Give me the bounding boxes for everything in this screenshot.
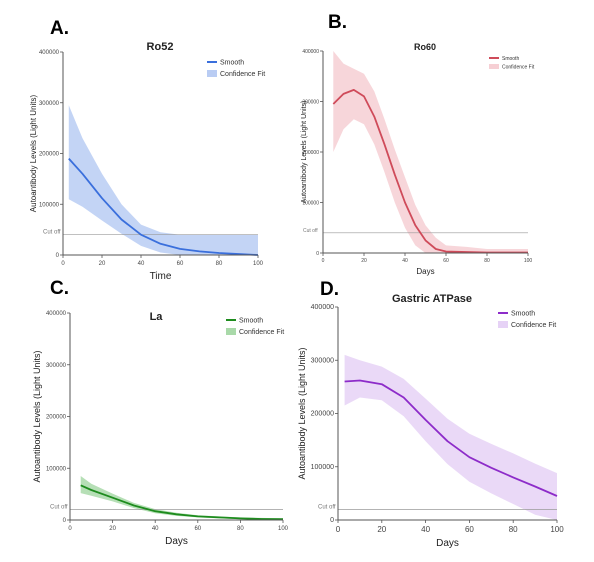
- y-tick-label: 200000: [302, 150, 319, 156]
- x-tick-label: 0: [336, 525, 341, 534]
- series-line: [344, 379, 558, 497]
- legend-label-smooth: Smooth: [239, 317, 263, 324]
- y-tick-label: 400000: [302, 49, 319, 55]
- panel-label: C.: [50, 278, 69, 299]
- x-tick-label: 20: [377, 525, 386, 534]
- y-tick-label: 200000: [39, 152, 60, 158]
- y-axis-label: Autoantibody Levels (Light Units): [29, 94, 38, 212]
- panel-4: Cut off 0 100000 200000 300000 400000 0 20 40 60 8…: [297, 279, 564, 549]
- confidence-band: [333, 51, 528, 253]
- x-tick-label: 20: [109, 526, 116, 532]
- series-line: [332, 89, 528, 254]
- legend-band-swatch: [498, 321, 508, 328]
- cutoff-label: Cut off: [43, 230, 61, 236]
- x-tick-label: 40: [421, 525, 430, 534]
- x-axis-label: Days: [436, 538, 459, 549]
- y-tick-label: 300000: [302, 100, 319, 106]
- panel-label: B.: [328, 12, 347, 33]
- legend-label-smooth: Smooth: [502, 56, 519, 62]
- cutoff-label: Cut off: [303, 228, 318, 234]
- x-axis-label: Days: [416, 267, 434, 276]
- x-tick-label: 80: [509, 525, 518, 534]
- y-tick-label: 0: [330, 517, 334, 524]
- y-tick-label: 0: [63, 518, 67, 524]
- y-tick-label: 0: [56, 253, 60, 259]
- x-tick-label: 100: [550, 525, 564, 534]
- x-axis-label: Days: [165, 536, 188, 547]
- chart-title: Gastric ATPase: [392, 293, 472, 305]
- cutoff-label: Cut off: [318, 504, 336, 510]
- y-axis-label: Autoantibody Levels (Light Units): [301, 101, 308, 204]
- y-tick-label: 300000: [311, 357, 334, 364]
- legend-label-confidence: Confidence Fit: [502, 64, 535, 70]
- x-tick-label: 60: [465, 525, 474, 534]
- legend-label-confidence: Confidence Fit: [511, 322, 556, 329]
- x-axis-label: Time: [150, 271, 172, 282]
- cutoff-label: Cut off: [50, 505, 68, 511]
- panel-label: D.: [320, 279, 339, 300]
- x-tick-label: 0: [68, 526, 72, 532]
- y-tick-label: 400000: [46, 311, 67, 317]
- x-tick-label: 40: [402, 258, 408, 264]
- y-tick-label: 0: [316, 251, 319, 257]
- x-tick-label: 100: [524, 258, 533, 264]
- confidence-band: [80, 476, 283, 520]
- chart-title: La: [150, 311, 164, 323]
- y-axis-label: Autoantibody Levels (Light Units): [32, 350, 42, 482]
- y-axis-label: Autoantibody Levels (Light Units): [297, 347, 307, 479]
- legend-label-smooth: Smooth: [511, 310, 535, 317]
- legend-label-confidence: Confidence Fit: [239, 329, 284, 336]
- y-tick-label: 100000: [311, 464, 334, 471]
- y-tick-label: 300000: [46, 363, 67, 369]
- series-line: [80, 484, 284, 521]
- panel-2: Cut off 0 100000 200000 300000 400000 0 20 40 60 8…: [301, 12, 535, 276]
- x-tick-label: 60: [194, 526, 201, 532]
- x-tick-label: 80: [237, 526, 244, 532]
- confidence-band: [344, 354, 557, 520]
- legend-band-swatch: [489, 64, 499, 69]
- x-tick-label: 20: [99, 261, 106, 267]
- chart-title: Ro60: [414, 42, 436, 52]
- x-tick-label: 0: [322, 258, 325, 264]
- legend-band-swatch: [207, 70, 217, 77]
- x-tick-label: 80: [216, 261, 223, 267]
- legend-label-confidence: Confidence Fit: [220, 71, 265, 78]
- x-tick-label: 0: [61, 261, 65, 267]
- panel-1: Cut off 0 100000 200000 300000 400000 0 20 40 60 8…: [29, 18, 265, 282]
- x-tick-label: 80: [484, 258, 490, 264]
- panel-3: Cut off 0 100000 200000 300000 400000 0 20 40 60 8…: [32, 278, 289, 547]
- y-tick-label: 100000: [302, 201, 319, 207]
- y-tick-label: 100000: [39, 202, 60, 208]
- y-tick-label: 200000: [311, 411, 334, 418]
- x-tick-label: 40: [152, 526, 159, 532]
- x-tick-label: 60: [443, 258, 449, 264]
- x-tick-label: 20: [361, 258, 367, 264]
- y-tick-label: 400000: [311, 304, 334, 311]
- panel-label: A.: [50, 18, 69, 39]
- confidence-band: [68, 105, 258, 255]
- series-line: [68, 157, 259, 256]
- x-tick-label: 40: [138, 261, 145, 267]
- y-tick-label: 300000: [39, 101, 60, 107]
- legend-label-smooth: Smooth: [220, 59, 244, 66]
- x-tick-label: 60: [177, 261, 184, 267]
- y-tick-label: 400000: [39, 50, 60, 56]
- x-tick-label: 100: [253, 261, 264, 267]
- y-tick-label: 200000: [46, 415, 67, 421]
- legend-band-swatch: [226, 328, 236, 335]
- y-tick-label: 100000: [46, 466, 67, 472]
- chart-title: Ro52: [147, 41, 174, 53]
- x-tick-label: 100: [278, 526, 289, 532]
